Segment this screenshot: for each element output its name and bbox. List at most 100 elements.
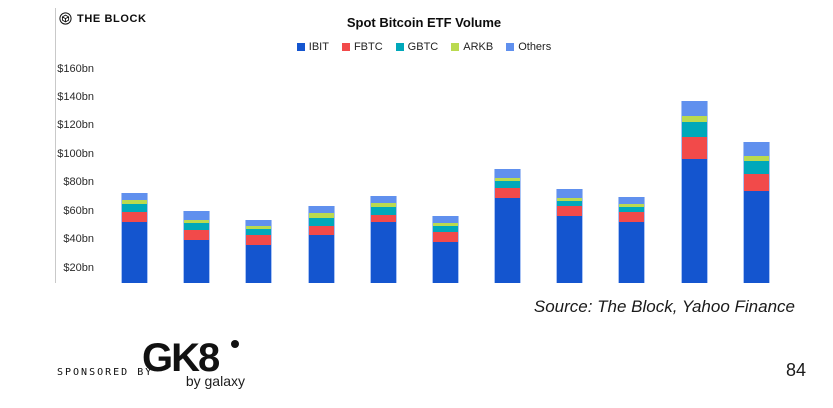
the-block-logo-icon [59,12,72,25]
y-tick-label: $60bn [63,204,94,217]
bar-segment-arkb [682,115,707,122]
legend-item-arkb: ARKB [451,41,493,53]
legend-item-ibit: IBIT [296,41,329,53]
legend-swatch-fbtc [341,43,350,51]
chart-legend: IBIT FBTC GBTC ARKB Others [55,41,793,53]
y-tick-label: $100bn [57,147,94,160]
bar-group-8 [556,189,583,283]
bar-segment-arkb [744,155,769,162]
gk8-logo-text: GK8 [142,336,220,380]
bar-segment-others [557,189,582,198]
legend-item-fbtc: FBTC [341,41,383,53]
legend-item-gbtc: GBTC [395,41,439,53]
bar-segment-gbtc [246,229,271,235]
bar-segment-gbtc [433,226,458,232]
y-tick-label: $120bn [57,119,94,132]
bar-segment-ibit [619,222,644,283]
bar-segment-others [371,195,396,203]
bar-group-5 [370,195,397,283]
legend-swatch-gbtc [395,43,404,51]
bar-segment-ibit [682,158,707,283]
bar-segment-gbtc [557,200,582,207]
bar-segment-arkb [619,204,644,208]
bar-segment-gbtc [682,121,707,138]
bar-segment-fbtc [744,173,769,191]
legend-label: FBTC [353,41,383,53]
brand-name: THE BLOCK [77,12,147,25]
bar-segment-fbtc [246,234,271,245]
bar-group-11 [743,142,770,283]
legend-swatch-others [506,43,515,51]
legend-item-others: Others [506,41,551,53]
chart-title: Spot Bitcoin ETF Volume [346,15,502,30]
bar-segment-fbtc [433,231,458,242]
bar-group-4 [308,206,335,283]
bar-segment-gbtc [309,217,334,226]
legend-label: Others [518,41,552,53]
bar-segment-gbtc [122,204,147,213]
bar-segment-others [433,216,458,224]
bar-group-2 [183,211,210,283]
bar-segment-others [184,211,209,220]
bar-group-1 [121,192,148,283]
y-tick-label: $20bn [63,261,94,274]
bar-group-6 [432,216,459,283]
bar-segment-ibit [184,239,209,283]
bar-segment-others [246,219,271,227]
bar-segment-others [744,142,769,156]
bar-segment-gbtc [619,207,644,213]
legend-label: GBTC [407,41,439,53]
bar-segment-others [682,100,707,116]
bar-segment-arkb [184,219,209,223]
bar-segment-arkb [309,213,334,218]
legend-label: ARKB [463,41,494,53]
bar-segment-fbtc [619,212,644,222]
gk8-logo: GK8 by galaxy [142,336,247,389]
bar-segment-ibit [246,244,271,283]
bar-segment-ibit [557,215,582,283]
bar-segment-fbtc [495,187,520,199]
bar-segment-arkb [495,177,520,181]
source-attribution: Source: The Block, Yahoo Finance [533,297,795,316]
sponsored-by-label: SPONSORED BY [57,367,154,378]
legend-swatch-ibit [296,43,305,51]
bar-group-9 [618,197,645,283]
legend-swatch-arkb [451,43,460,51]
bar-segment-fbtc [309,225,334,235]
bar-segment-ibit [495,198,520,283]
y-tick-label: $80bn [63,176,94,189]
bar-segment-ibit [122,222,147,283]
gk8-logo-tagline: by galaxy [185,373,245,389]
gk8-logo-dot [231,340,239,348]
y-axis-line [55,8,56,283]
bar-segment-fbtc [371,214,396,222]
bar-segment-arkb [122,199,147,205]
bar-segment-gbtc [495,180,520,188]
y-tick-label: $40bn [63,233,94,246]
bar-segment-fbtc [184,229,209,240]
bar-segment-arkb [433,223,458,227]
bar-group-3 [245,219,272,283]
bar-segment-ibit [744,190,769,283]
bar-segment-others [122,192,147,200]
bar-segment-gbtc [184,222,209,230]
bar-segment-others [495,169,520,178]
bar-group-7 [494,169,521,283]
bar-segment-ibit [309,234,334,283]
bar-segment-arkb [246,226,271,230]
the-block-brand: THE BLOCK [59,12,147,25]
bar-group-10 [681,100,708,283]
y-tick-label: $160bn [57,62,94,75]
bar-segment-arkb [371,202,396,208]
bar-segment-gbtc [744,161,769,174]
bar-segment-fbtc [682,137,707,159]
bar-segment-ibit [371,221,396,283]
bar-segment-fbtc [557,206,582,216]
bar-segment-ibit [433,241,458,283]
bar-segment-others [619,197,644,205]
legend-label: IBIT [308,41,329,53]
page-number: 84 [785,360,806,380]
bar-segment-others [309,206,334,214]
bar-segment-fbtc [122,212,147,222]
